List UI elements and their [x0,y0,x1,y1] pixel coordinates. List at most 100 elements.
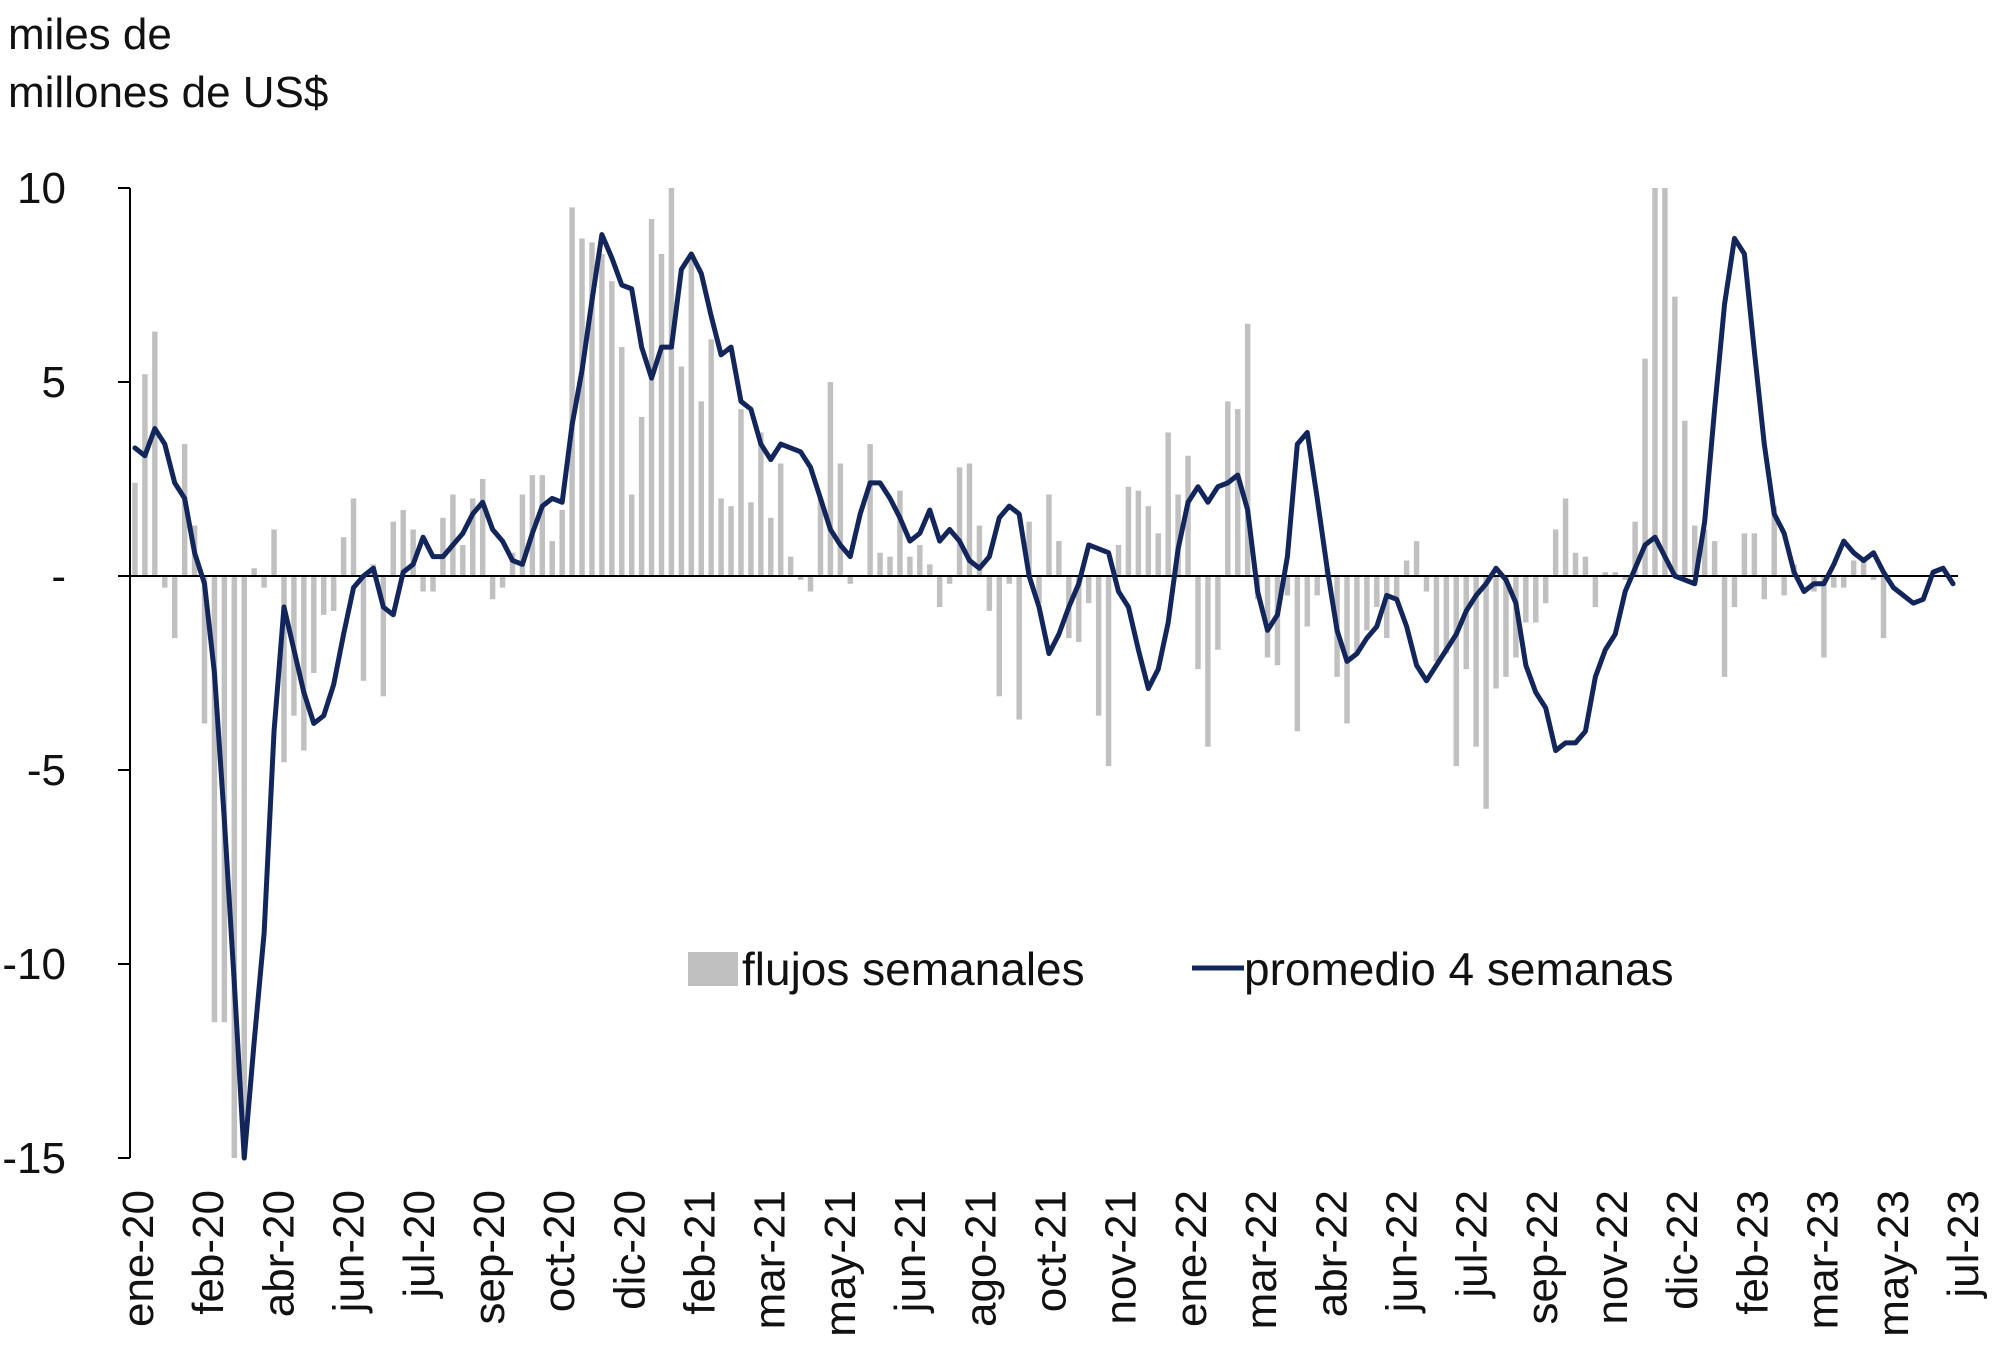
bar-weekly-flow [241,576,247,1158]
bar-weekly-flow [897,490,903,576]
x-tick-label: may-23 [1869,1190,1918,1337]
bar-weekly-flow [1016,576,1022,720]
x-tick-label: sep-20 [465,1190,514,1325]
bar-weekly-flow [1264,576,1271,658]
bar-weekly-flow [1433,576,1440,662]
bar-weekly-flow [1205,576,1211,747]
y-tick-label: -5 [27,746,66,795]
x-tick-label: feb-20 [184,1190,233,1315]
bar-weekly-flow [708,339,714,576]
bar-weekly-flow [1682,420,1688,576]
bar-weekly-flow [1503,576,1509,677]
bar-weekly-flow [420,576,426,592]
bar-weekly-flow [778,463,784,576]
x-tick-label: mar-21 [746,1190,795,1329]
bar-weekly-flow [1175,494,1181,576]
x-tick-label: sep-22 [1518,1190,1567,1325]
bar-weekly-flow [1781,576,1787,596]
bar-weekly-flow [400,510,406,576]
bar-weekly-flow [1354,576,1360,654]
bar-weekly-flow [1582,556,1589,576]
bar-weekly-flow [1235,409,1241,576]
bar-weekly-flow [271,529,277,576]
y-tick-label: -10 [2,940,66,989]
bar-weekly-flow [559,510,565,576]
bar-weekly-flow [738,409,744,576]
bar-weekly-flow [797,576,804,580]
bar-weekly-flow [1542,576,1549,604]
x-tick-label: mar-23 [1799,1190,1848,1329]
bar-weekly-flow [1741,533,1748,576]
bar-weekly-flow [966,463,973,576]
bar-weekly-flow [1413,541,1420,576]
bar-weekly-flow [201,576,208,724]
bar-weekly-flow [171,576,178,639]
x-tick-label: jun-22 [1378,1190,1427,1314]
bar-weekly-flow [1701,529,1708,576]
bar-weekly-flow [728,506,734,576]
x-tick-label: jul-20 [395,1190,444,1300]
x-tick-label: abr-20 [254,1190,303,1317]
line-layer [132,232,1956,1161]
bar-weekly-flow [1125,486,1132,576]
bar-weekly-flow [360,576,367,681]
bar-weekly-flow [301,576,307,751]
legend-line-label: promedio 4 semanas [1244,943,1674,995]
bar-weekly-flow [1612,572,1618,576]
bar-weekly-flow [1533,576,1539,623]
series-line-promedio-4-semanas [132,232,1956,1161]
x-tick-label: ene-20 [114,1190,163,1327]
bar-weekly-flow [579,238,585,576]
legend-bar-swatch [688,952,738,986]
bar-weekly-flow [1771,506,1777,576]
x-tick-label: feb-23 [1728,1190,1777,1315]
y-tick-label: 5 [42,358,66,407]
bar-weekly-flow [1274,576,1281,666]
bar-weekly-flow [1592,576,1599,608]
y-unit-label-line1: miles de [8,10,172,59]
bar-weekly-flow [549,541,555,576]
bar-weekly-flow [1095,576,1102,716]
bar-weekly-flow [946,576,953,584]
bar-weekly-flow [1622,576,1628,580]
bar-weekly-flow [1483,576,1489,809]
y-unit-label: miles de millones de US$ [8,6,328,122]
bar-weekly-flow [1393,576,1400,600]
bar-weekly-flow [678,366,685,576]
bar-weekly-flow [917,544,923,576]
bar-weekly-flow [1662,188,1668,576]
bar-weekly-flow [1423,576,1430,592]
bar-weekly-flow [1026,521,1032,576]
bar-weekly-flow [787,556,794,576]
bar-weekly-flow [450,494,456,576]
bar-weekly-flow [1284,576,1291,596]
x-tick-label: abr-22 [1307,1190,1356,1317]
bar-weekly-flow [688,253,695,576]
bar-weekly-flow [1344,576,1350,724]
bar-weekly-flow [1841,576,1847,588]
bar-weekly-flow [827,382,834,576]
y-tick-label: -15 [2,1134,66,1183]
axes-layer: 10 5 - -5 -10 -15 ene-20 feb-20 abr-20 jun-20 jul-… [2,164,1988,1337]
bar-weekly-flow [619,347,625,576]
bar-weekly-flow [440,517,446,576]
bar-weekly-flow [1453,576,1460,767]
bar-weekly-flow [1632,521,1638,576]
bar-weekly-flow [1642,358,1648,576]
bar-weekly-flow [1721,576,1728,677]
bar-weekly-flow [261,576,267,588]
x-tick-label: oct-21 [1027,1190,1076,1312]
x-tick-label: jul-23 [1939,1190,1988,1300]
bar-weekly-flow [1880,576,1887,639]
bar-weekly-flow [817,498,824,576]
bar-weekly-flow [1374,576,1380,608]
bar-weekly-flow [996,576,1003,697]
x-tick-label: jun-20 [325,1190,374,1314]
bar-weekly-flow [1711,541,1718,576]
x-tick-label: jun-21 [886,1190,935,1314]
bar-weekly-flow [1056,541,1062,576]
bar-weekly-flow [1135,490,1142,576]
bar-weekly-flow [1115,544,1122,576]
bar-weekly-flow [211,576,218,1023]
x-tick-label: ago-21 [956,1190,1005,1327]
